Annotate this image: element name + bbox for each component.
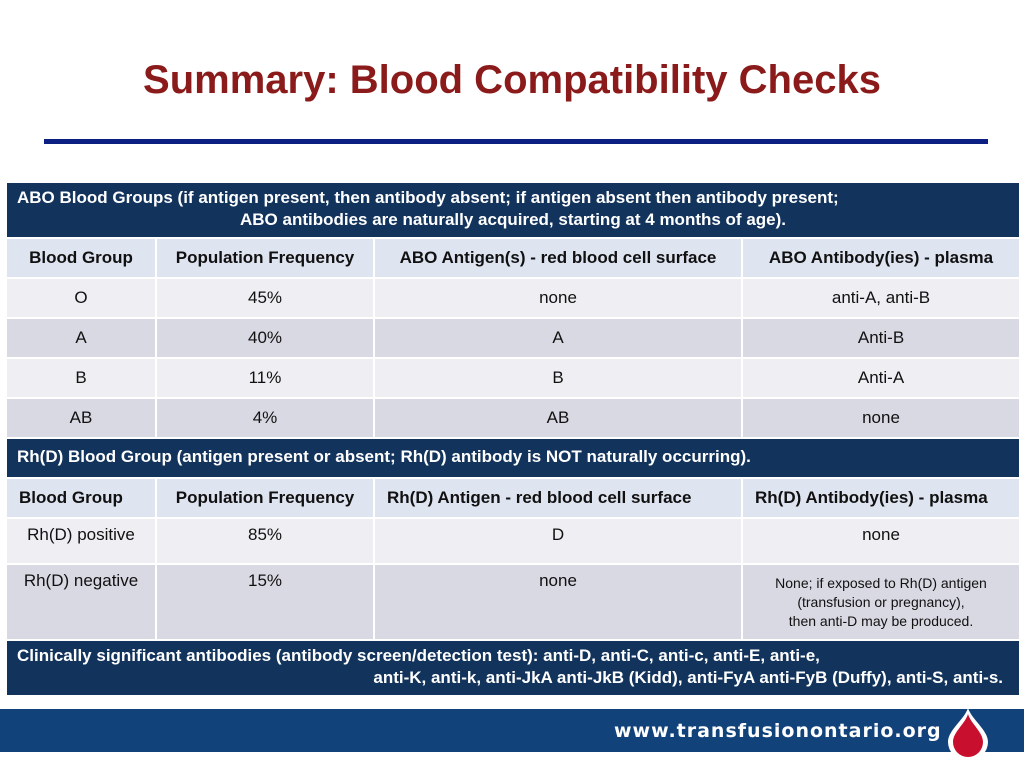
page-title: Summary: Blood Compatibility Checks (143, 58, 881, 102)
abo-cell-group: O (5, 277, 157, 319)
rh-col-antigen: Rh(D) Antigen - red blood cell surface (373, 477, 743, 519)
abo-cell-antibody: none (740, 397, 1022, 439)
abo-cell-antibody: Anti-B (740, 317, 1022, 359)
clinical-line-1: Clinically significant antibodies (antib… (17, 646, 820, 665)
rh-note-line-1: None; if exposed to Rh(D) antigen (775, 574, 987, 591)
rh-header-text: Rh(D) Blood Group (antigen present or ab… (17, 447, 751, 466)
title-underline (44, 139, 988, 144)
rh-cell-antigen: D (373, 517, 743, 565)
clinical-antibodies-row: Clinically significant antibodies (antib… (4, 639, 1022, 697)
abo-cell-group: B (5, 357, 157, 399)
rh-col-antibody: Rh(D) Antibody(ies) - plasma (740, 477, 1022, 519)
abo-cell-group: A (5, 317, 157, 359)
abo-cell-antigen: none (373, 277, 743, 319)
abo-cell-antibody: Anti-A (740, 357, 1022, 399)
abo-cell-antibody: anti-A, anti-B (740, 277, 1022, 319)
rh-cell-group: Rh(D) negative (5, 563, 157, 641)
abo-row-a: A 40% A Anti-B (5, 317, 1022, 359)
abo-row-b: B 11% B Anti-A (5, 357, 1022, 399)
abo-cell-antigen: AB (373, 397, 743, 439)
clinical-line-2: anti-K, anti-k, anti-JkA anti-JkB (Kidd)… (373, 668, 1004, 687)
rh-section-header-row: Rh(D) Blood Group (antigen present or ab… (4, 437, 1022, 479)
abo-col-population-frequency: Population Frequency (155, 237, 375, 279)
rh-note-line-2: (transfusion or pregnancy), (797, 593, 965, 610)
rh-cell-frequency: 15% (155, 563, 375, 641)
compatibility-table: ABO Blood Groups (if antigen present, th… (4, 181, 1022, 697)
rh-cell-group: Rh(D) positive (5, 517, 157, 565)
blood-drop-icon (940, 704, 996, 762)
abo-row-ab: AB 4% AB none (5, 397, 1022, 439)
rh-column-header-row: Blood Group Population Frequency Rh(D) A… (5, 477, 1022, 519)
rh-cell-antigen: none (373, 563, 743, 641)
rh-col-population-frequency: Population Frequency (155, 477, 375, 519)
rh-cell-frequency: 85% (155, 517, 375, 565)
abo-section-header-row: ABO Blood Groups (if antigen present, th… (4, 181, 1022, 239)
rh-row-positive: Rh(D) positive 85% D none (5, 517, 1022, 565)
abo-cell-frequency: 45% (155, 277, 375, 319)
abo-col-antibody: ABO Antibody(ies) - plasma (740, 237, 1022, 279)
rh-note-line-3: then anti-D may be produced. (788, 612, 974, 629)
rh-cell-antibody-note: None; if exposed to Rh(D) antigen (trans… (740, 563, 1022, 641)
abo-cell-frequency: 11% (155, 357, 375, 399)
abo-cell-antigen: B (373, 357, 743, 399)
footer-band (0, 709, 1024, 752)
clinical-antibodies: Clinically significant antibodies (antib… (4, 639, 1022, 697)
footer-url: www.transfusionontario.org (614, 720, 942, 742)
abo-col-antigen: ABO Antigen(s) - red blood cell surface (373, 237, 743, 279)
abo-section-header: ABO Blood Groups (if antigen present, th… (4, 181, 1022, 239)
rh-row-negative: Rh(D) negative 15% none None; if exposed… (5, 563, 1022, 641)
rh-cell-antibody: none (740, 517, 1022, 565)
abo-column-header-row: Blood Group Population Frequency ABO Ant… (5, 237, 1022, 279)
abo-cell-frequency: 40% (155, 317, 375, 359)
rh-section-header: Rh(D) Blood Group (antigen present or ab… (4, 437, 1022, 479)
abo-header-line-1: ABO Blood Groups (if antigen present, th… (17, 188, 839, 207)
abo-cell-antigen: A (373, 317, 743, 359)
abo-cell-frequency: 4% (155, 397, 375, 439)
abo-header-line-2: ABO antibodies are naturally acquired, s… (240, 210, 786, 229)
abo-row-o: O 45% none anti-A, anti-B (5, 277, 1022, 319)
abo-cell-group: AB (5, 397, 157, 439)
rh-col-blood-group: Blood Group (5, 477, 157, 519)
abo-col-blood-group: Blood Group (5, 237, 157, 279)
